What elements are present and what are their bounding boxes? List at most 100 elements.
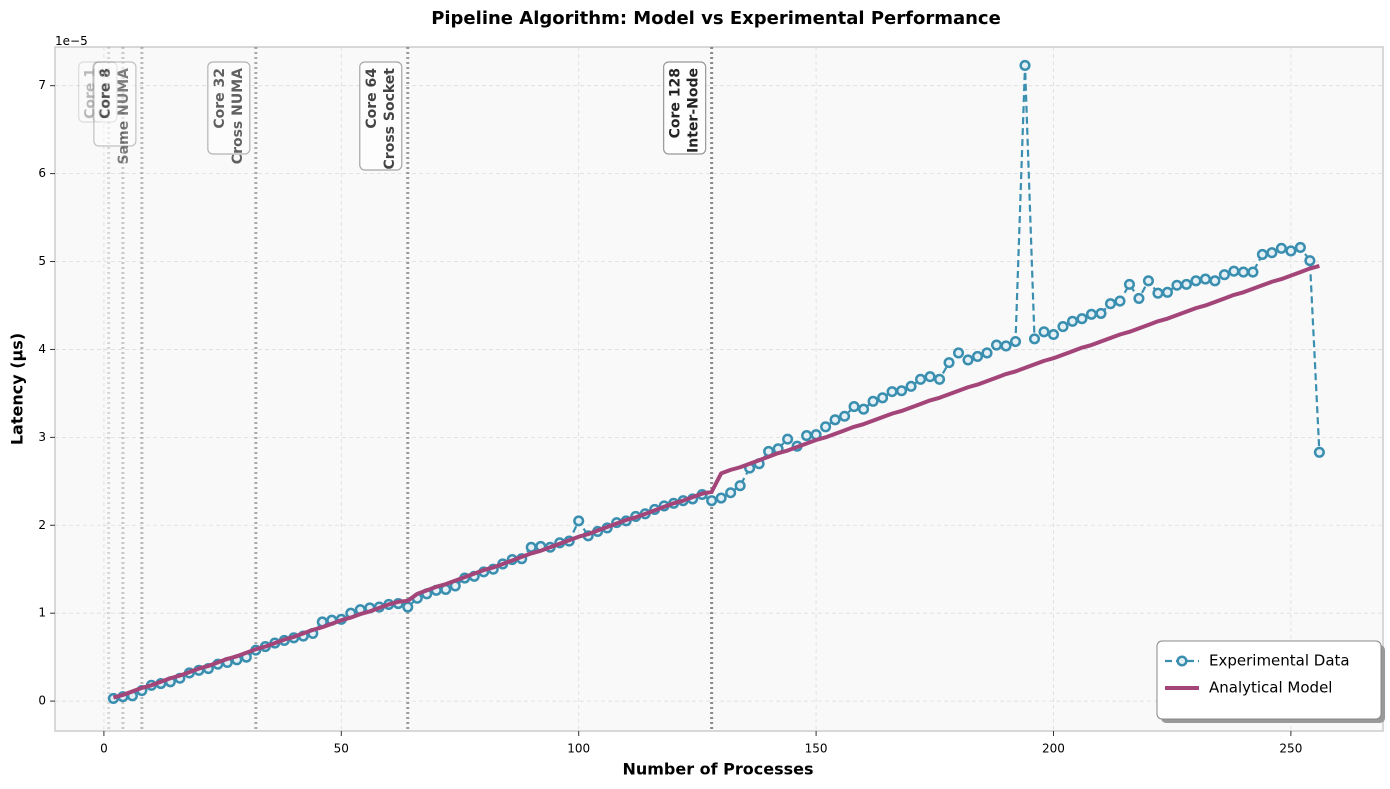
data-point	[725, 487, 737, 499]
legend-box	[1156, 640, 1382, 720]
x-tick-label: 50	[334, 742, 349, 756]
data-point	[1028, 333, 1041, 345]
data-point	[877, 392, 889, 404]
y-tick-label: 3	[38, 430, 46, 444]
series-line	[112, 263, 1320, 700]
legend-label: Experimental Data	[1209, 652, 1350, 670]
annotation-text: Core 32	[212, 68, 228, 129]
x-tick-label: 150	[805, 742, 828, 756]
data-point	[1133, 292, 1145, 304]
plot-area	[54, 46, 1384, 732]
data-point	[734, 480, 746, 492]
data-point	[867, 395, 879, 407]
y-tick-label: 7	[38, 78, 46, 92]
data-point	[1275, 242, 1287, 254]
data-point	[1009, 335, 1022, 348]
x-tick-label: 250	[1279, 742, 1302, 756]
x-tick-label: 100	[567, 742, 590, 756]
data-point	[1304, 255, 1316, 267]
data-point	[1218, 269, 1230, 281]
data-point	[820, 421, 832, 433]
data-point	[782, 433, 794, 445]
data-point	[402, 601, 414, 613]
data-point	[1228, 265, 1240, 277]
y-tick-label: 2	[38, 518, 46, 532]
data-point	[1066, 315, 1079, 327]
data-point	[525, 541, 537, 553]
data-point	[1256, 248, 1268, 261]
annotation-box	[663, 61, 707, 155]
data-point	[706, 495, 718, 507]
data-point	[829, 414, 841, 426]
y-tick-label: 5	[38, 254, 46, 268]
legend: Experimental Data Analytical Model	[1156, 640, 1385, 723]
data-point	[1152, 287, 1164, 299]
data-point	[1019, 59, 1031, 72]
annotation-text: Core 64	[364, 68, 380, 129]
chart-title: Pipeline Algorithm: Model vs Experimenta…	[431, 8, 1001, 29]
data-point	[905, 380, 917, 392]
data-point	[1123, 278, 1136, 290]
y-tick-label: 1	[38, 606, 46, 620]
data-point	[1038, 326, 1050, 338]
y-tick-label: 0	[38, 694, 46, 708]
annotation: Core 64 Cross Socket	[359, 47, 410, 731]
annotation-text: Core 4	[97, 68, 113, 119]
data-point	[915, 373, 927, 385]
annotation: Core 8 Same NUMA	[93, 47, 144, 731]
x-tick-label: 200	[1042, 742, 1065, 756]
data-point	[1294, 241, 1306, 254]
annotation-text: Same NUMA	[116, 68, 132, 165]
legend-marker	[1176, 655, 1188, 667]
y-tick-label: 6	[38, 166, 46, 180]
annotation-text: Inter-Node	[686, 68, 702, 153]
data-point	[1161, 286, 1173, 298]
data-point	[1190, 275, 1202, 287]
data-point	[839, 410, 851, 422]
data-point	[1085, 308, 1098, 320]
data-point	[1000, 340, 1012, 352]
data-point	[1057, 321, 1069, 333]
data-point	[848, 401, 860, 413]
data-point	[962, 354, 974, 366]
data-point	[1076, 313, 1088, 325]
data-point	[1266, 247, 1278, 259]
x-axis-label: Number of Processes	[622, 760, 813, 779]
data-point	[886, 386, 898, 398]
data-point	[981, 347, 993, 359]
data-point	[1199, 273, 1211, 285]
legend-label: Analytical Model	[1209, 679, 1332, 697]
y-offset-label: 1e−5	[55, 34, 88, 48]
data-point	[858, 403, 870, 415]
data-point	[952, 347, 965, 359]
annotation-box	[359, 61, 403, 171]
annotation-text: Core 1	[83, 68, 99, 119]
annotation: Core 128 Inter-Node	[663, 47, 714, 731]
data-point	[943, 357, 955, 369]
annotation: Core 4	[92, 47, 125, 731]
annotation-box	[93, 61, 137, 147]
x-tick-label: 0	[100, 742, 108, 756]
data-point	[1209, 275, 1221, 287]
data-point	[971, 350, 984, 363]
data-point	[933, 373, 946, 385]
annotation-text: Core 8	[98, 68, 114, 119]
data-point	[1180, 278, 1192, 290]
data-point	[924, 371, 936, 383]
annotation-text: Cross Socket	[382, 68, 398, 170]
data-point	[573, 515, 585, 527]
annotation-box	[207, 61, 251, 155]
data-point	[1114, 295, 1126, 307]
data-point	[1171, 279, 1183, 291]
annotation-text: Cross NUMA	[230, 68, 246, 164]
data-point	[990, 339, 1003, 351]
data-point	[1095, 307, 1107, 319]
y-axis-label: Latency (µs)	[8, 333, 27, 445]
annotation: Core 1	[78, 47, 111, 731]
annotation-text: Core 128	[668, 68, 684, 138]
data-point	[715, 492, 727, 504]
y-tick-label: 4	[38, 342, 46, 356]
annotation-box	[92, 61, 118, 123]
annotation-box	[78, 61, 104, 123]
